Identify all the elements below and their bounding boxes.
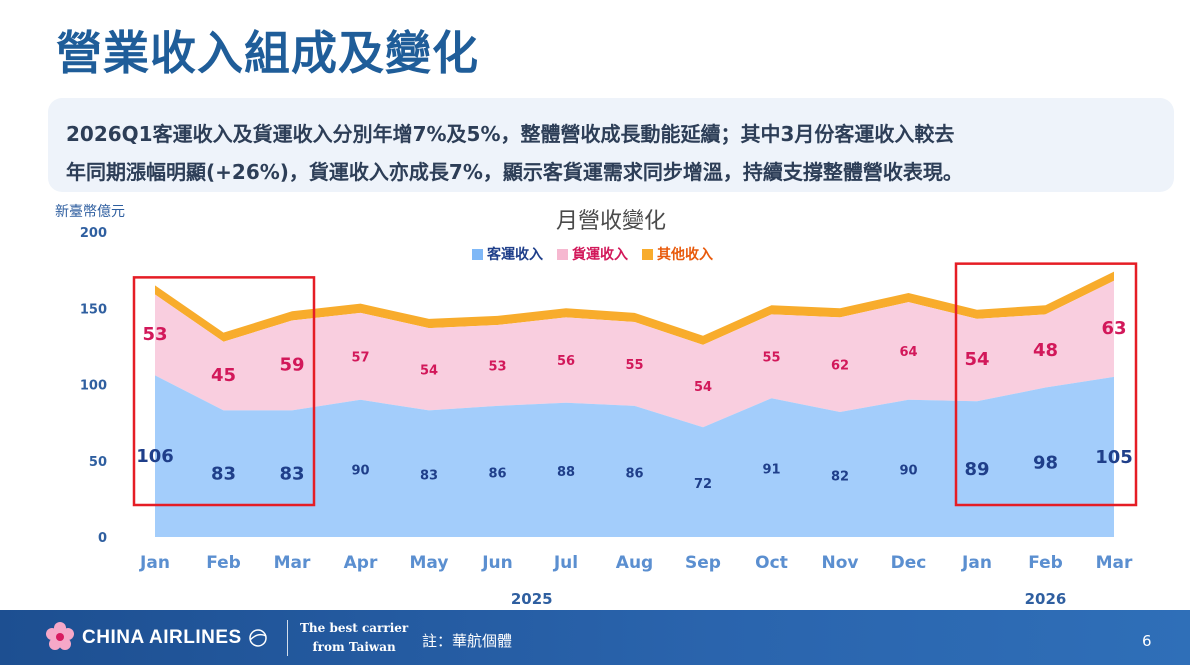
highlight-box bbox=[132, 276, 316, 507]
data-label-cargo: 54 bbox=[420, 363, 438, 378]
page-number: 6 bbox=[1142, 632, 1152, 650]
emblem-icon bbox=[249, 629, 267, 647]
data-label-cargo: 53 bbox=[142, 324, 167, 345]
data-label-passenger: 83 bbox=[420, 469, 438, 484]
x-tick-label: Mar bbox=[1096, 553, 1133, 573]
x-tick-label: Jul bbox=[553, 553, 578, 573]
data-label-cargo: 55 bbox=[762, 350, 780, 365]
legend-label-passenger: 客運收入 bbox=[487, 247, 543, 263]
year-label: 2025 bbox=[511, 590, 553, 608]
data-label-passenger: 91 bbox=[762, 463, 780, 478]
plum-blossom-logo-icon bbox=[46, 622, 74, 650]
y-tick-label: 150 bbox=[80, 302, 107, 317]
y-tick-label: 100 bbox=[80, 379, 107, 394]
slogan-line-1: The best carrier bbox=[300, 621, 409, 635]
summary-line-1: 2026Q1客運收入及貨運收入分別年增7%及5%，整體營收成長動能延續；其中3月… bbox=[66, 122, 955, 146]
data-label-passenger: 90 bbox=[351, 463, 369, 478]
series-cargo-area bbox=[155, 280, 1114, 428]
data-label-passenger: 82 bbox=[831, 469, 849, 484]
series-other-area bbox=[155, 271, 1114, 345]
x-tick-label: Nov bbox=[822, 553, 859, 573]
data-label-passenger: 86 bbox=[625, 466, 643, 481]
x-tick-label: Sep bbox=[685, 553, 721, 573]
x-tick-label: Dec bbox=[891, 553, 927, 573]
data-label-cargo: 55 bbox=[625, 358, 643, 373]
legend-label-other: 其他收入 bbox=[657, 247, 713, 263]
x-tick-label: May bbox=[410, 553, 449, 573]
x-tick-label: Apr bbox=[344, 553, 378, 573]
data-label-passenger: 105 bbox=[1095, 447, 1133, 468]
highlight-box bbox=[954, 262, 1138, 507]
x-tick-label: Aug bbox=[616, 553, 653, 573]
x-tick-label: Jan bbox=[961, 553, 992, 573]
data-label-passenger: 90 bbox=[899, 463, 917, 478]
data-label-cargo: 57 bbox=[351, 350, 369, 365]
x-tick-label: Feb bbox=[206, 553, 241, 573]
data-label-cargo: 62 bbox=[831, 359, 849, 374]
legend-item-cargo: 貨運收入 bbox=[557, 244, 628, 264]
page-title: 營業收入組成及變化 bbox=[56, 26, 479, 80]
data-label-passenger: 98 bbox=[1033, 452, 1058, 473]
y-tick-label: 50 bbox=[89, 455, 107, 470]
slogan: The best carrier from Taiwan bbox=[300, 619, 408, 657]
data-label-cargo: 59 bbox=[279, 354, 304, 375]
summary-line-2: 年同期漲幅明顯(+26%)，貨運收入亦成長7%，顯示客貨運需求同步增溫，持續支撐… bbox=[66, 160, 963, 184]
legend-swatch-passenger bbox=[472, 248, 483, 260]
data-label-passenger: 83 bbox=[211, 464, 236, 485]
slogan-line-2: from Taiwan bbox=[312, 640, 396, 654]
data-label-cargo: 54 bbox=[964, 349, 989, 370]
data-label-cargo: 53 bbox=[488, 359, 506, 374]
data-label-passenger: 106 bbox=[136, 446, 174, 467]
x-tick-label: Jun bbox=[481, 553, 513, 573]
legend-swatch-other bbox=[642, 248, 653, 260]
stacked-area-chart: 0 50 100 150 200 106 53 Jan 83 45 Feb 83 59 Mar 90 57 Ap… bbox=[80, 226, 1138, 608]
series-passenger-area bbox=[155, 375, 1114, 537]
data-label-cargo: 54 bbox=[694, 380, 712, 395]
x-tick-label: Jan bbox=[139, 553, 170, 573]
chart-legend: 客運收入 貨運收入 其他收入 bbox=[472, 244, 713, 264]
chart-title: 月營收變化 bbox=[555, 209, 667, 234]
footer-note: 註：華航個體 bbox=[422, 632, 513, 650]
x-tick-label: Mar bbox=[274, 553, 311, 573]
data-label-passenger: 83 bbox=[279, 464, 304, 485]
data-label-passenger: 88 bbox=[557, 465, 575, 480]
year-label: 2026 bbox=[1025, 590, 1067, 608]
data-label-passenger: 89 bbox=[964, 459, 989, 480]
x-tick-label: Feb bbox=[1028, 553, 1063, 573]
legend-swatch-cargo bbox=[557, 248, 568, 260]
y-tick-label: 0 bbox=[98, 531, 107, 546]
legend-item-passenger: 客運收入 bbox=[472, 244, 543, 264]
footer-divider bbox=[287, 620, 288, 656]
legend-item-other: 其他收入 bbox=[642, 244, 713, 264]
x-tick-label: Oct bbox=[755, 553, 788, 573]
data-label-cargo: 56 bbox=[557, 354, 575, 369]
data-label-cargo: 48 bbox=[1033, 340, 1058, 361]
data-label-passenger: 86 bbox=[488, 466, 506, 481]
y-tick-label: 200 bbox=[80, 226, 107, 241]
footer-bar: CHINA AIRLINES The best carrier from Tai… bbox=[0, 610, 1190, 665]
data-label-passenger: 72 bbox=[694, 477, 712, 492]
data-label-cargo: 45 bbox=[211, 365, 236, 386]
y-axis-unit-label: 新臺幣億元 bbox=[55, 204, 125, 220]
summary-box: 2026Q1客運收入及貨運收入分別年增7%及5%，整體營收成長動能延續；其中3月… bbox=[48, 98, 1174, 192]
data-label-cargo: 64 bbox=[899, 345, 917, 360]
brand-name: CHINA AIRLINES bbox=[82, 627, 242, 648]
legend-label-cargo: 貨運收入 bbox=[572, 247, 628, 263]
data-label-cargo: 63 bbox=[1101, 318, 1126, 339]
